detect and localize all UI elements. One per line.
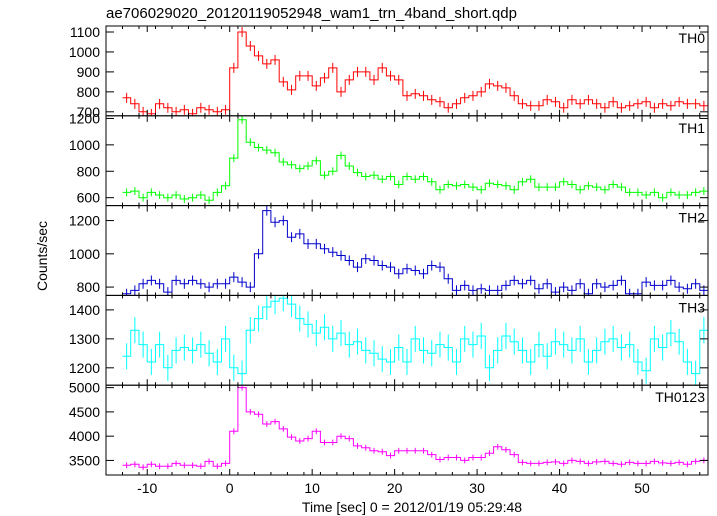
y-tick-label: 5000 [69,380,100,396]
y-tick-label: 700 [77,104,101,120]
y-tick-label: 1000 [69,137,100,153]
x-tick-label: 40 [552,480,568,496]
series-th0 [122,26,708,116]
panel-name: TH3 [679,299,706,315]
y-tick-label: 1200 [69,110,100,126]
x-axis-label: Time [sec] 0 = 2012/01/19 05:29:48 [302,499,522,515]
y-tick-label: 600 [77,190,101,206]
series-line [122,210,708,295]
panel-th2: 800 1000 1200 TH2 [69,205,709,296]
series-line [122,297,708,375]
x-tick-label: 30 [469,480,485,496]
series-th2 [122,205,708,296]
panel-name: TH0123 [655,389,705,405]
series-th0123 [122,385,708,471]
figure-title: ae706029020_20120119052948_wam1_trn_4ban… [106,5,517,22]
y-tick-label: 1200 [69,360,100,376]
panel-frame [105,115,709,207]
y-tick-label: 1200 [69,213,100,229]
x-tick-label: 20 [387,480,403,496]
panel-th0123: 3500 4000 4500 5000 TH0123 -10 0 10 20 30 40 50 [69,380,709,496]
y-tick-label: 1400 [69,302,100,318]
panel-name: TH1 [679,120,706,136]
y-tick-label: 4000 [69,428,100,444]
y-tick-label: 3500 [69,452,100,468]
y-tick-label: 800 [77,163,101,179]
y-axis-label: Counts/sec [34,221,50,291]
series-th3 [122,295,708,386]
x-tick-label: -10 [137,480,157,496]
y-tick-label: 1300 [69,331,100,347]
y-tick-label: 800 [77,279,101,295]
x-tick-label: 0 [226,480,234,496]
y-tick-label: 1000 [69,44,100,60]
panel-name: TH2 [679,210,706,226]
series-th1 [122,115,708,205]
panel-th3: 1200 1300 1400 TH3 [69,294,709,386]
y-tick-label: 900 [77,64,101,80]
y-tick-label: 800 [77,84,101,100]
panel-th0: 700 800 900 1000 1100 TH0 [69,24,709,120]
y-tick-label: 1100 [70,24,100,40]
panel-frame [105,384,709,476]
panel-name: TH0 [679,30,706,46]
series-line [122,31,708,115]
series-line [122,119,708,201]
x-tick-label: 10 [304,480,320,496]
panel-th1: 600 800 1000 1200 TH1 [69,110,709,207]
panels: 700 800 900 1000 1100 TH0 600 800 1000 1200 TH1 800… [69,24,709,496]
y-tick-label: 1000 [69,246,100,262]
x-tick-label: 50 [634,480,650,496]
series-line [122,387,708,468]
y-tick-label: 4500 [69,404,100,420]
